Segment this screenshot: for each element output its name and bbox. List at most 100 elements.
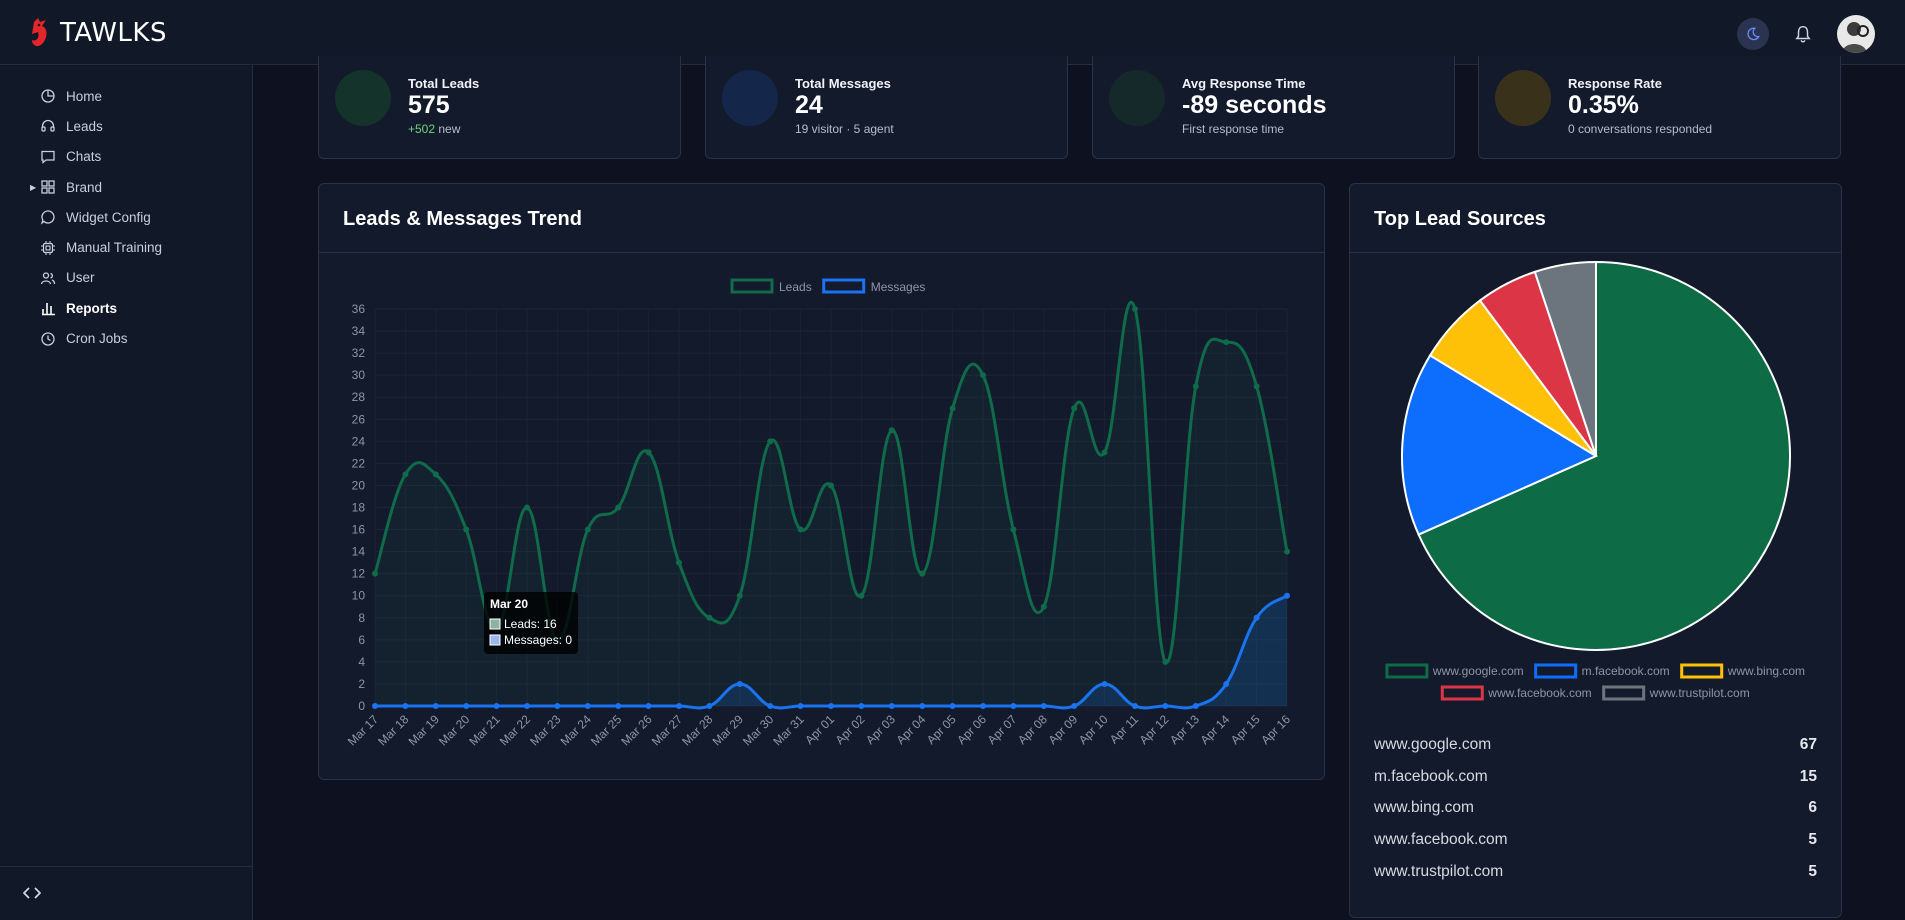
stat-card-avg-response-time: Avg Response Time -89 seconds First resp… bbox=[1092, 56, 1455, 159]
y-tick-label: 34 bbox=[352, 324, 366, 338]
stat-value: 0.35% bbox=[1568, 91, 1639, 119]
source-row: www.facebook.com 5 bbox=[1374, 831, 1817, 849]
series-area-leads bbox=[375, 302, 1287, 706]
data-point-leads bbox=[919, 570, 926, 577]
sidebar-item-label: Manual Training bbox=[66, 240, 163, 256]
sidebar-item-widget-config[interactable]: Widget Config bbox=[0, 202, 253, 232]
data-point-leads bbox=[1010, 526, 1017, 533]
sidebar: Home Leads Chats ▶ Brand Widget Config M… bbox=[0, 65, 253, 920]
data-point-leads bbox=[1192, 383, 1199, 390]
brand-name: TAWLKS bbox=[60, 18, 167, 48]
data-point-leads bbox=[736, 592, 743, 599]
data-point-messages bbox=[828, 703, 834, 709]
tooltip-swatch bbox=[489, 618, 501, 630]
x-tick-label: Mar 19 bbox=[406, 712, 443, 749]
sidebar-item-chats[interactable]: Chats bbox=[0, 142, 253, 172]
y-tick-label: 10 bbox=[352, 589, 366, 603]
tooltip-box bbox=[484, 592, 578, 654]
stat-value: 24 bbox=[795, 91, 823, 119]
source-count: 5 bbox=[1808, 831, 1817, 849]
sidebar-item-leads[interactable]: Leads bbox=[0, 111, 253, 141]
x-tick-label: Apr 03 bbox=[863, 712, 898, 747]
sidebar-footer bbox=[0, 866, 253, 920]
legend-label: Leads bbox=[779, 280, 812, 294]
data-point-leads bbox=[1071, 405, 1078, 412]
data-point-messages bbox=[463, 703, 470, 709]
legend-label: www.trustpilot.com bbox=[1649, 686, 1750, 700]
source-count: 5 bbox=[1808, 862, 1817, 880]
data-point-leads bbox=[372, 570, 378, 577]
sidebar-item-label: Brand bbox=[66, 179, 103, 195]
source-count: 6 bbox=[1808, 799, 1817, 817]
data-point-leads bbox=[584, 526, 591, 533]
data-point-messages bbox=[493, 703, 500, 709]
data-point-leads bbox=[980, 372, 986, 379]
users-icon bbox=[40, 270, 56, 286]
pie-slice bbox=[1401, 354, 1599, 536]
x-tick-label: Apr 05 bbox=[924, 712, 959, 747]
chart-tooltip: Mar 20 Leads: 16 Messages: 0 bbox=[484, 592, 578, 654]
y-tick-label: 14 bbox=[352, 545, 366, 559]
data-point-leads bbox=[615, 504, 622, 511]
code-icon[interactable] bbox=[22, 885, 42, 906]
legend-swatch bbox=[1680, 663, 1724, 679]
brand-logo[interactable]: TAWLKS bbox=[28, 16, 167, 50]
pie-legend: www.google.com m.facebook.com www.bing.com… bbox=[1385, 663, 1805, 701]
stat-sub: +502 new bbox=[408, 122, 461, 136]
source-count: 67 bbox=[1799, 736, 1817, 753]
sidebar-item-reports[interactable]: Reports bbox=[0, 293, 253, 323]
legend-swatch bbox=[1440, 685, 1484, 701]
x-tick-label: Apr 02 bbox=[833, 712, 868, 747]
stat-icon-circle bbox=[1495, 70, 1551, 126]
sidebar-item-user[interactable]: User bbox=[0, 263, 253, 293]
tooltip-title: Mar 20 bbox=[490, 597, 528, 611]
y-tick-label: 18 bbox=[352, 501, 366, 515]
panel-title: Top Lead Sources bbox=[1374, 208, 1546, 230]
x-tick-label: Apr 10 bbox=[1076, 712, 1111, 747]
x-tick-label: Apr 08 bbox=[1015, 712, 1050, 747]
source-name: www.trustpilot.com bbox=[1374, 862, 1504, 880]
x-tick-label: Apr 15 bbox=[1228, 712, 1263, 747]
y-tick-label: 8 bbox=[358, 611, 365, 625]
y-tick-label: 16 bbox=[352, 523, 366, 537]
source-row: m.facebook.com 15 bbox=[1374, 768, 1817, 786]
data-point-messages bbox=[676, 703, 682, 709]
stat-sub: First response time bbox=[1182, 122, 1285, 136]
caret-right-icon[interactable]: ▶ bbox=[30, 182, 37, 192]
legend-row: www.google.com m.facebook.com www.bing.com bbox=[1385, 663, 1805, 679]
data-point-leads bbox=[706, 614, 713, 621]
panel-title: Leads & Messages Trend bbox=[343, 208, 582, 230]
user-avatar[interactable] bbox=[1837, 15, 1875, 53]
data-point-leads bbox=[1132, 306, 1138, 312]
y-tick-label: 2 bbox=[358, 677, 365, 691]
source-name: m.facebook.com bbox=[1374, 767, 1488, 785]
sidebar-item-manual-training[interactable]: Manual Training bbox=[0, 232, 253, 262]
stat-sub: 19 visitor · 5 agent bbox=[795, 122, 894, 136]
x-tick-label: Apr 11 bbox=[1107, 712, 1142, 747]
x-tick-label: Apr 09 bbox=[1045, 712, 1080, 747]
sidebar-item-cron-jobs[interactable]: Cron Jobs bbox=[0, 323, 253, 353]
notifications-button[interactable] bbox=[1787, 18, 1819, 50]
source-row: www.trustpilot.com 5 bbox=[1374, 863, 1817, 881]
tooltip-line: Leads: 16 bbox=[504, 617, 557, 631]
pie-chart-icon bbox=[40, 88, 56, 104]
data-point-messages bbox=[372, 703, 378, 709]
stat-value: 575 bbox=[408, 91, 450, 119]
source-row: www.google.com 67 bbox=[1374, 736, 1817, 754]
data-point-messages bbox=[584, 703, 591, 709]
legend-label: www.google.com bbox=[1432, 664, 1524, 678]
pie-slice bbox=[1533, 260, 1597, 457]
data-point-messages bbox=[858, 703, 865, 709]
x-tick-label: Mar 31 bbox=[770, 712, 807, 749]
x-tick-label: Apr 16 bbox=[1258, 712, 1293, 747]
theme-toggle-button[interactable] bbox=[1737, 18, 1769, 50]
data-point-messages bbox=[949, 703, 956, 709]
y-tick-label: 4 bbox=[358, 655, 365, 669]
data-point-leads bbox=[828, 482, 834, 489]
x-tick-label: Mar 24 bbox=[558, 712, 595, 749]
data-point-leads bbox=[463, 526, 470, 533]
sidebar-item-brand[interactable]: ▶ Brand bbox=[0, 172, 253, 202]
sidebar-item-label: Reports bbox=[66, 300, 118, 316]
sidebar-item-home[interactable]: Home bbox=[0, 81, 253, 111]
legend-swatch bbox=[1385, 663, 1429, 679]
